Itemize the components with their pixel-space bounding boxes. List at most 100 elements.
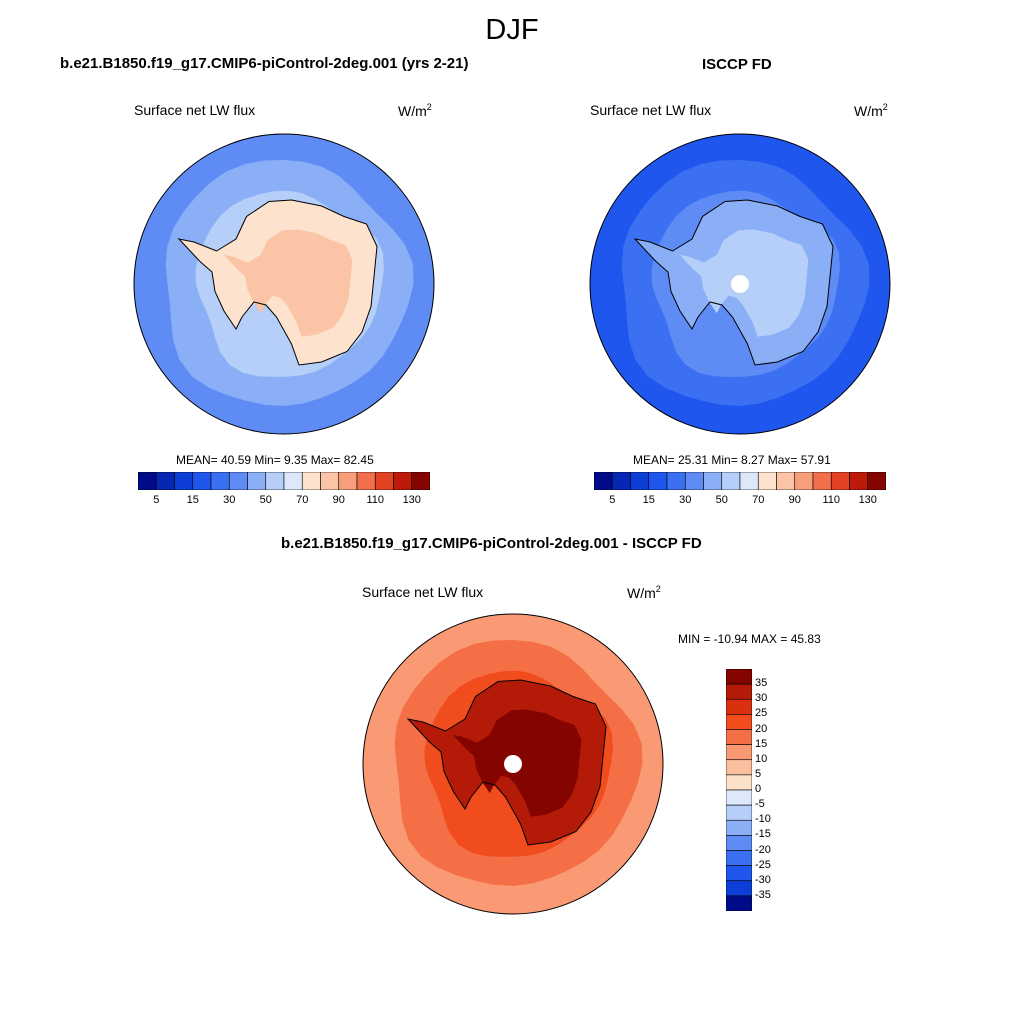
- diff-units-label: W/m2: [627, 584, 661, 601]
- obs-colorbar-box: [757, 472, 777, 490]
- diff-colorbar-tick-label: 10: [755, 752, 768, 765]
- model-colorbar-tick-label: 5: [153, 494, 160, 506]
- obs-colorbar-box: [684, 472, 704, 490]
- obs-polar-map: [589, 133, 891, 435]
- obs-colorbar-box: [794, 472, 814, 490]
- diff-colorbar-box: [726, 835, 752, 851]
- diff-colorbar-box: [726, 880, 752, 897]
- model-case-title: b.e21.B1850.f19_g17.CMIP6-piControl-2deg…: [60, 55, 469, 72]
- diff-colorbar-box: [726, 895, 752, 911]
- obs-pole-missing-data: [731, 275, 749, 293]
- diff-stats: MIN = -10.94 MAX = 45.83: [678, 632, 821, 646]
- obs-colorbar-box: [630, 472, 650, 490]
- obs-colorbar-tick-label: 50: [715, 494, 728, 506]
- model-colorbar-box: [301, 472, 321, 490]
- model-polar-map: [133, 133, 435, 435]
- diff-colorbar-tick-label: -10: [755, 813, 771, 826]
- model-colorbar-box: [411, 472, 430, 490]
- diff-colorbar-box: [726, 729, 752, 745]
- diff-colorbar-box: [726, 744, 752, 761]
- obs-colorbar-tick-label: 5: [609, 494, 616, 506]
- diff-colorbar-box: [726, 698, 752, 715]
- obs-colorbar-box: [739, 472, 759, 490]
- obs-colorbar: [594, 472, 886, 490]
- diff-colorbar-ticks: 35 30 25 20 15 10 5 0 -5 -10 -15 -20 -25 -30 -35: [755, 669, 795, 911]
- model-colorbar-box: [210, 472, 230, 490]
- model-colorbar-box: [356, 472, 376, 490]
- obs-colorbar-box: [594, 472, 613, 490]
- model-variable-label: Surface net LW flux: [134, 102, 256, 118]
- model-colorbar-box: [338, 472, 358, 490]
- model-colorbar-box: [374, 472, 394, 490]
- diff-colorbar-tick-label: -35: [755, 888, 771, 901]
- figure-title: DJF: [485, 14, 539, 46]
- model-coastline: [177, 199, 378, 366]
- model-colorbar-box: [155, 472, 175, 490]
- obs-colorbar-box: [721, 472, 741, 490]
- diff-colorbar-tick-label: -25: [755, 858, 771, 871]
- model-colorbar-box: [393, 472, 413, 490]
- diff-colorbar-box: [726, 819, 752, 836]
- diff-map-border: [362, 613, 664, 915]
- obs-colorbar-tick-label: 30: [679, 494, 692, 506]
- diff-colorbar-box: [726, 683, 752, 700]
- diff-colorbar-box: [726, 774, 752, 791]
- obs-colorbar-tick-label: 15: [642, 494, 655, 506]
- model-colorbar-tick-label: 70: [296, 494, 309, 506]
- diff-colorbar-tick-label: -15: [755, 828, 771, 841]
- model-colorbar-tick-label: 90: [332, 494, 345, 506]
- diff-colorbar-box: [726, 865, 752, 882]
- diff-colorbar-tick-label: 5: [755, 767, 762, 780]
- model-colorbar-box: [320, 472, 340, 490]
- obs-colorbar-ticks: 5 15 30 50 70 90 110 130: [594, 494, 886, 510]
- obs-colorbar-box: [867, 472, 886, 490]
- model-interior-region: [223, 229, 353, 337]
- diff-case-title: b.e21.B1850.f19_g17.CMIP6-piControl-2deg…: [281, 535, 702, 552]
- obs-colorbar-box: [611, 472, 631, 490]
- obs-colorbar-box: [666, 472, 686, 490]
- diff-colorbar-tick-label: 25: [755, 707, 768, 720]
- obs-colorbar-tick-label: 110: [822, 494, 841, 506]
- diff-colorbar-tick-label: 35: [755, 677, 768, 690]
- diff-colorbar-box: [726, 804, 752, 821]
- diff-colorbar-box: [726, 669, 752, 685]
- model-colorbar-box: [138, 472, 157, 490]
- obs-colorbar-box: [776, 472, 796, 490]
- obs-variable-label: Surface net LW flux: [590, 102, 712, 118]
- diff-coastline: [406, 679, 607, 846]
- diff-colorbar-tick-label: 0: [755, 783, 762, 795]
- model-colorbar-ticks: 5 15 30 50 70 90 110 130: [138, 494, 430, 510]
- model-colorbar-box: [265, 472, 285, 490]
- obs-case-title: ISCCP FD: [702, 56, 772, 73]
- diff-colorbar-box: [726, 714, 752, 730]
- model-units-label: W/m2: [398, 102, 432, 119]
- diff-colorbar-box: [726, 759, 752, 776]
- model-map-border: [133, 133, 435, 435]
- model-colorbar-box: [247, 472, 267, 490]
- obs-colorbar-tick-label: 130: [858, 494, 877, 506]
- diff-colorbar-tick-label: 20: [755, 722, 768, 735]
- model-colorbar-tick-label: 110: [366, 494, 385, 506]
- diff-colorbar-tick-label: 15: [755, 737, 768, 750]
- obs-coastline: [633, 199, 834, 366]
- diff-colorbar: [726, 669, 752, 911]
- model-colorbar-tick-label: 50: [259, 494, 272, 506]
- obs-stats: MEAN= 25.31 Min= 8.27 Max= 57.91: [633, 453, 831, 467]
- diff-colorbar-tick-label: -20: [755, 843, 771, 856]
- model-colorbar: [138, 472, 430, 490]
- model-colorbar-tick-label: 130: [402, 494, 421, 506]
- diff-colorbar-box: [726, 850, 752, 866]
- model-colorbar-box: [283, 472, 303, 490]
- model-colorbar-box: [192, 472, 212, 490]
- obs-units-label: W/m2: [854, 102, 888, 119]
- diff-pole-missing-data: [504, 755, 522, 773]
- obs-colorbar-tick-label: 90: [788, 494, 801, 506]
- diff-colorbar-box: [726, 789, 752, 806]
- diff-variable-label: Surface net LW flux: [362, 584, 484, 600]
- obs-colorbar-box: [648, 472, 668, 490]
- obs-colorbar-box: [703, 472, 723, 490]
- diff-polar-map: [362, 613, 664, 915]
- model-colorbar-box: [174, 472, 194, 490]
- obs-map-border: [589, 133, 891, 435]
- obs-colorbar-tick-label: 70: [752, 494, 765, 506]
